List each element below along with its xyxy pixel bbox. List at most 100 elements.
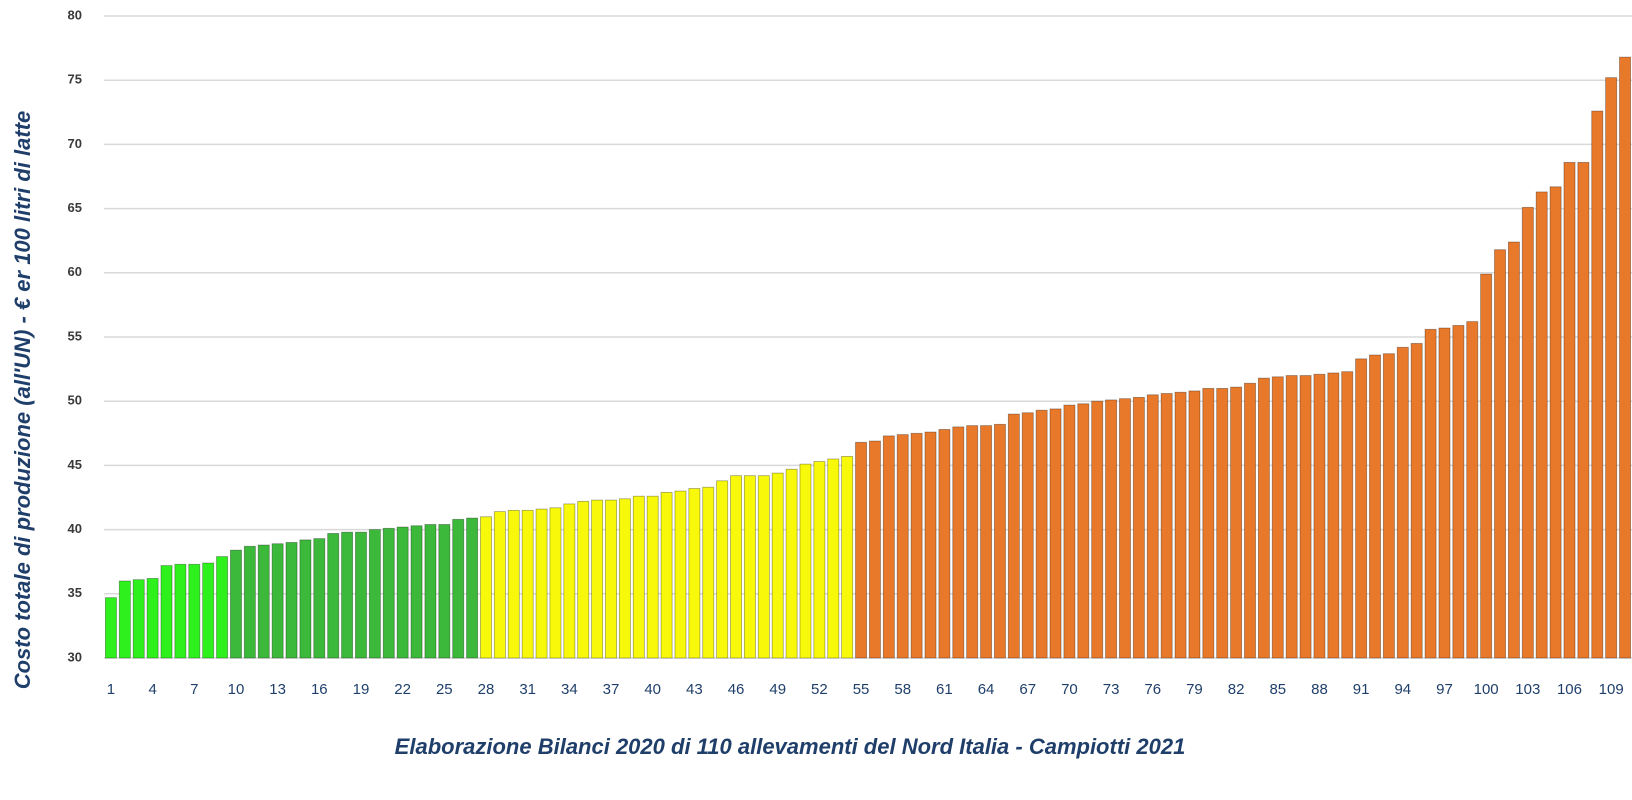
x-tick-label: 7 bbox=[190, 681, 198, 698]
bar bbox=[868, 440, 881, 659]
x-tick-label: 61 bbox=[936, 681, 953, 698]
bar bbox=[1132, 396, 1145, 659]
bar bbox=[1396, 346, 1409, 659]
x-tick-label: 67 bbox=[1019, 681, 1036, 698]
bar bbox=[605, 499, 617, 659]
bar bbox=[1174, 391, 1187, 659]
y-tick-label: 60 bbox=[68, 264, 82, 279]
bar bbox=[535, 508, 548, 659]
bar bbox=[1091, 400, 1104, 659]
bar bbox=[285, 542, 298, 659]
bar bbox=[243, 545, 256, 659]
bar bbox=[104, 597, 117, 659]
chart-title: Elaborazione Bilanci 2020 di 110 allevam… bbox=[395, 734, 1186, 759]
x-tick-label: 100 bbox=[1474, 681, 1499, 698]
x-tick-label: 82 bbox=[1228, 681, 1245, 698]
y-tick-label: 40 bbox=[68, 521, 82, 536]
bar bbox=[1563, 161, 1576, 659]
bar bbox=[1216, 387, 1229, 659]
x-tick-label: 25 bbox=[436, 681, 453, 698]
bar bbox=[1035, 409, 1048, 659]
bar bbox=[799, 463, 812, 659]
bar bbox=[730, 475, 742, 659]
x-tick-label: 46 bbox=[728, 681, 745, 698]
y-tick-label: 30 bbox=[68, 649, 82, 664]
x-tick-label: 22 bbox=[394, 681, 411, 698]
bar bbox=[646, 495, 659, 659]
x-tick-label: 28 bbox=[478, 681, 495, 698]
x-tick-label: 34 bbox=[561, 681, 578, 698]
x-tick-label: 94 bbox=[1394, 681, 1411, 698]
bar bbox=[1382, 353, 1395, 659]
y-tick-label: 75 bbox=[68, 72, 82, 87]
bar bbox=[438, 524, 451, 659]
bar bbox=[702, 486, 715, 659]
bar bbox=[688, 488, 701, 659]
bar bbox=[1202, 387, 1215, 659]
bar bbox=[188, 563, 201, 659]
x-tick-label: 55 bbox=[853, 681, 870, 698]
bar bbox=[410, 525, 423, 659]
bar bbox=[230, 549, 242, 659]
bar bbox=[507, 509, 520, 659]
bar bbox=[1146, 394, 1159, 659]
y-tick-label: 50 bbox=[68, 393, 82, 408]
bar bbox=[1119, 398, 1131, 659]
y-tick-label: 55 bbox=[68, 328, 82, 343]
bar bbox=[1605, 77, 1618, 659]
bar bbox=[563, 503, 576, 659]
bar bbox=[424, 524, 437, 659]
bar bbox=[632, 495, 645, 659]
x-tick-label: 16 bbox=[311, 681, 328, 698]
bar bbox=[674, 490, 687, 659]
bar bbox=[493, 511, 506, 659]
bar bbox=[118, 580, 131, 659]
x-tick-label: 10 bbox=[228, 681, 245, 698]
bar bbox=[1049, 408, 1062, 659]
bar bbox=[174, 563, 187, 659]
x-tick-label: 64 bbox=[978, 681, 995, 698]
bar bbox=[1244, 382, 1256, 659]
y-tick-label: 65 bbox=[68, 200, 82, 215]
bar bbox=[855, 441, 868, 659]
bar bbox=[355, 531, 367, 659]
x-tick-label: 43 bbox=[686, 681, 703, 698]
x-tick-label: 109 bbox=[1599, 681, 1624, 698]
x-tick-label: 76 bbox=[1144, 681, 1161, 698]
x-tick-label: 70 bbox=[1061, 681, 1078, 698]
x-tick-label: 91 bbox=[1353, 681, 1370, 698]
bar bbox=[841, 456, 854, 659]
bar bbox=[1466, 321, 1479, 659]
bar bbox=[1619, 56, 1632, 659]
bar bbox=[1077, 403, 1090, 659]
bar bbox=[924, 431, 937, 659]
bar bbox=[202, 562, 215, 659]
bar bbox=[1299, 375, 1312, 659]
bar bbox=[896, 434, 909, 659]
bar bbox=[549, 507, 562, 659]
bar bbox=[618, 498, 631, 659]
bar bbox=[1577, 161, 1590, 659]
bar bbox=[577, 500, 590, 659]
x-tick-label: 13 bbox=[269, 681, 286, 698]
bar bbox=[146, 577, 159, 659]
bar bbox=[591, 499, 604, 659]
x-tick-label: 106 bbox=[1557, 681, 1582, 698]
bar bbox=[396, 526, 409, 659]
bar bbox=[813, 461, 826, 659]
x-tick-label: 31 bbox=[519, 681, 536, 698]
x-tick-label: 19 bbox=[353, 681, 370, 698]
x-tick-label: 103 bbox=[1515, 681, 1540, 698]
bar bbox=[1188, 390, 1201, 659]
bar bbox=[1452, 325, 1465, 659]
bar bbox=[827, 458, 840, 659]
bar bbox=[271, 543, 284, 659]
bar bbox=[660, 491, 673, 659]
bar bbox=[160, 565, 173, 659]
bar bbox=[743, 475, 756, 659]
bar bbox=[1507, 241, 1520, 659]
y-tick-label: 70 bbox=[68, 136, 82, 151]
x-tick-label: 88 bbox=[1311, 681, 1328, 698]
bar bbox=[341, 531, 354, 659]
